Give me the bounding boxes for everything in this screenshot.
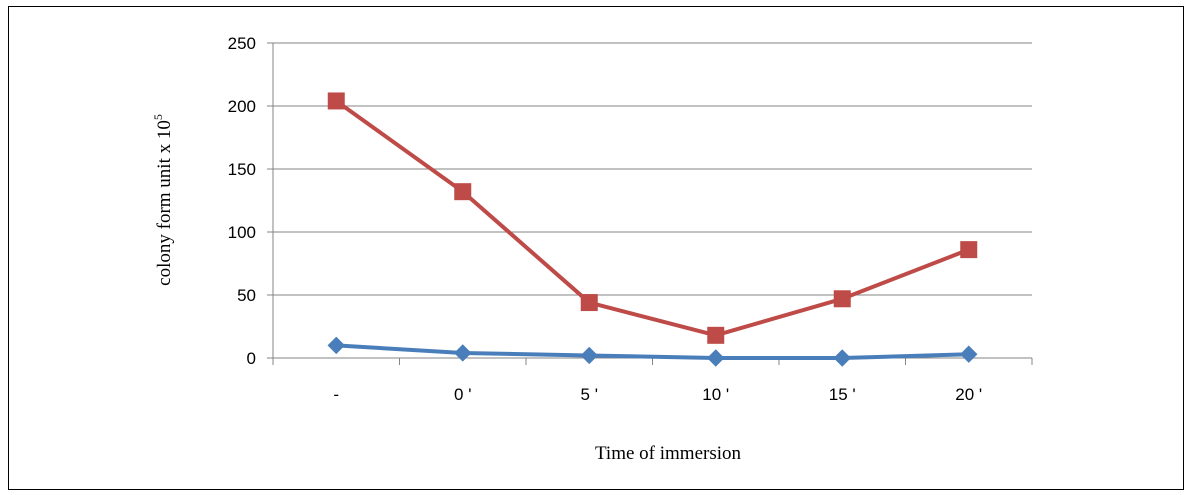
gridlines bbox=[273, 42, 1032, 296]
series-line bbox=[334, 343, 971, 360]
y-tick-label: 50 bbox=[237, 286, 256, 305]
y-tick-label: 100 bbox=[228, 223, 256, 242]
x-tick-label: 10 ' bbox=[702, 385, 729, 404]
data-point-diamond bbox=[327, 336, 345, 355]
y-tick-labels: 0 50 100 150 200 250 bbox=[228, 34, 256, 368]
chart-frame bbox=[8, 6, 1184, 490]
data-point-square bbox=[454, 183, 472, 201]
y-tick-label: 0 bbox=[247, 349, 256, 368]
data-point-diamond bbox=[960, 345, 978, 363]
x-tick-label: 20 ' bbox=[955, 385, 982, 404]
series-layer bbox=[327, 92, 978, 367]
data-point-diamond bbox=[707, 349, 725, 367]
data-point-square bbox=[327, 92, 345, 110]
x-axis-title: Time of immersion bbox=[595, 443, 742, 464]
data-point-square bbox=[833, 290, 851, 308]
x-tick-label: 15 ' bbox=[829, 385, 856, 404]
x-tick-label: 5 ' bbox=[581, 385, 598, 404]
y-tick-label: 250 bbox=[228, 34, 256, 53]
series-line bbox=[334, 98, 971, 338]
x-tick-label: 0 ' bbox=[454, 385, 471, 404]
y-axis-title-superscript: 5 bbox=[151, 114, 165, 120]
data-point-square bbox=[707, 326, 725, 344]
data-point-diamond bbox=[454, 344, 472, 362]
data-point-square bbox=[960, 241, 978, 259]
data-point-diamond bbox=[833, 349, 851, 367]
y-tick-label: 200 bbox=[228, 97, 256, 116]
x-tick-label: - bbox=[333, 385, 339, 404]
y-axis-title-text: colony form unit x 10 bbox=[154, 120, 175, 286]
y-tick-label: 150 bbox=[228, 160, 256, 179]
y-axis-title: colony form unit x 105 bbox=[151, 114, 175, 286]
data-point-diamond bbox=[580, 346, 598, 365]
data-point-square bbox=[580, 294, 598, 312]
x-tick-labels: - 0 ' 5 ' 10 ' 15 ' 20 ' bbox=[333, 385, 982, 404]
